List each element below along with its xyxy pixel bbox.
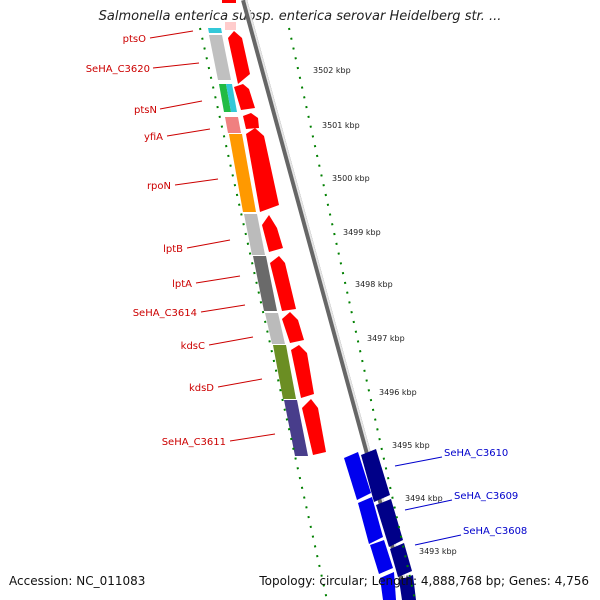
gene-arrow-bottom-1[interactable] xyxy=(380,572,396,600)
tick-label: 3502 kbp xyxy=(313,66,351,75)
gene-label-lptA[interactable]: lptA xyxy=(172,279,192,290)
cog-block-SeHA_C3620 xyxy=(209,35,231,80)
leader-yfiA xyxy=(166,128,211,137)
gene-arrow-SeHA_C3610[interactable] xyxy=(344,452,371,500)
gene-arrow-SeHA_C3608[interactable] xyxy=(370,540,393,574)
gene-label-SeHA_C3611[interactable]: SeHA_C3611 xyxy=(162,437,226,448)
gene-arrow-kdsD[interactable] xyxy=(291,345,314,398)
gene-arrow-SeHA_C3614[interactable] xyxy=(282,312,304,343)
leader-kdsC xyxy=(208,336,254,346)
tick-label: 3495 kbp xyxy=(392,441,430,450)
cog-block-ptsO xyxy=(208,28,222,33)
gene-label-ptsO[interactable]: ptsO xyxy=(123,34,146,45)
cog-block-rpoN xyxy=(229,134,256,212)
forward-gene-labels: ptsO SeHA_C3620 ptsN yfiA rpoN lptB lptA… xyxy=(86,34,226,448)
genome-summary-text: Topology: circular; Length: 4,888,768 bp… xyxy=(259,574,589,588)
gene-arrow-SeHA_C3611[interactable] xyxy=(302,399,326,455)
leader-ptsO xyxy=(149,30,194,39)
gene-arrow-bottom-2[interactable] xyxy=(399,575,416,600)
gene-arrow-lptA[interactable] xyxy=(270,256,296,311)
leader-SeHA_C3610 xyxy=(394,456,443,467)
genome-title: Salmonella enterica subsp. enterica sero… xyxy=(98,9,502,24)
leader-SeHA_C3611 xyxy=(229,433,276,442)
cog-block-kdsD xyxy=(273,345,296,399)
gene-label-lptB[interactable]: lptB xyxy=(163,244,183,255)
cog-block-ptsN-b xyxy=(226,84,237,112)
cog-block-SeHA_C3614 xyxy=(265,313,285,344)
tick-label: 3500 kbp xyxy=(332,174,370,183)
gene-arrow-top[interactable] xyxy=(222,0,236,3)
forward-gene-track xyxy=(222,0,326,455)
cog-block-lptA xyxy=(253,256,277,311)
cog-block-yfiA xyxy=(225,117,241,133)
gene-arrow-dark-2[interactable] xyxy=(376,499,403,547)
gene-label-kdsD[interactable]: kdsD xyxy=(189,383,214,394)
tick-label: 3494 kbp xyxy=(405,494,443,503)
backbone-shadow xyxy=(241,0,411,600)
leader-rpoN xyxy=(174,178,219,186)
kbp-tick-labels: 3502 kbp 3501 kbp 3500 kbp 3499 kbp 3498… xyxy=(313,66,457,556)
gene-arrow-ptsO[interactable] xyxy=(225,22,236,30)
leader-SeHA_C3620 xyxy=(152,62,200,69)
gene-arrow-rpoN[interactable] xyxy=(246,128,279,212)
tick-line-outer xyxy=(288,27,416,600)
cog-block-ptsN-a xyxy=(219,84,231,112)
tick-label: 3499 kbp xyxy=(343,228,381,237)
gene-label-SeHA_C3609[interactable]: SeHA_C3609 xyxy=(454,491,518,502)
gene-label-yfiA[interactable]: yfiA xyxy=(144,132,163,143)
gene-label-SeHA_C3610[interactable]: SeHA_C3610 xyxy=(444,448,508,459)
tick-line-inner xyxy=(199,27,328,600)
gene-label-SeHA_C3608[interactable]: SeHA_C3608 xyxy=(463,526,527,537)
leader-lptB xyxy=(186,239,231,249)
label-leaders xyxy=(149,30,462,546)
gene-arrow-SeHA_C3609[interactable] xyxy=(358,497,383,544)
tick-label: 3496 kbp xyxy=(379,388,417,397)
tick-label: 3498 kbp xyxy=(355,280,393,289)
cog-block-SeHA_C3611 xyxy=(284,400,308,456)
leader-SeHA_C3608 xyxy=(414,534,462,546)
gene-label-kdsC[interactable]: kdsC xyxy=(181,341,205,352)
gene-label-SeHA_C3620[interactable]: SeHA_C3620 xyxy=(86,64,150,75)
gene-arrow-yfiA[interactable] xyxy=(243,113,259,129)
accession-text: Accession: NC_011083 xyxy=(9,574,146,588)
backbone-highlight xyxy=(245,0,411,600)
gene-arrow-dark-3[interactable] xyxy=(390,543,412,577)
gene-arrow-ptsN[interactable] xyxy=(234,84,255,110)
tick-label: 3493 kbp xyxy=(419,547,457,556)
gene-arrow-SeHA_C3620[interactable] xyxy=(228,31,250,84)
gene-arrow-dark-1[interactable] xyxy=(361,449,390,502)
leader-SeHA_C3609 xyxy=(404,499,453,511)
gene-label-ptsN[interactable]: ptsN xyxy=(134,105,157,116)
tick-label: 3497 kbp xyxy=(367,334,405,343)
leader-ptsN xyxy=(159,100,203,110)
reverse-gene-track xyxy=(344,449,416,600)
tick-label: 3501 kbp xyxy=(322,121,360,130)
reverse-gene-labels: SeHA_C3610 SeHA_C3609 SeHA_C3608 xyxy=(444,448,527,537)
leader-lptA xyxy=(195,275,241,284)
leader-kdsD xyxy=(217,378,263,388)
gene-arrow-lptB[interactable] xyxy=(262,215,283,252)
cog-track xyxy=(208,28,308,456)
leader-SeHA_C3614 xyxy=(200,304,246,313)
gene-label-rpoN[interactable]: rpoN xyxy=(147,181,171,192)
cog-block-lptB xyxy=(244,214,265,255)
gene-label-SeHA_C3614[interactable]: SeHA_C3614 xyxy=(133,308,197,319)
